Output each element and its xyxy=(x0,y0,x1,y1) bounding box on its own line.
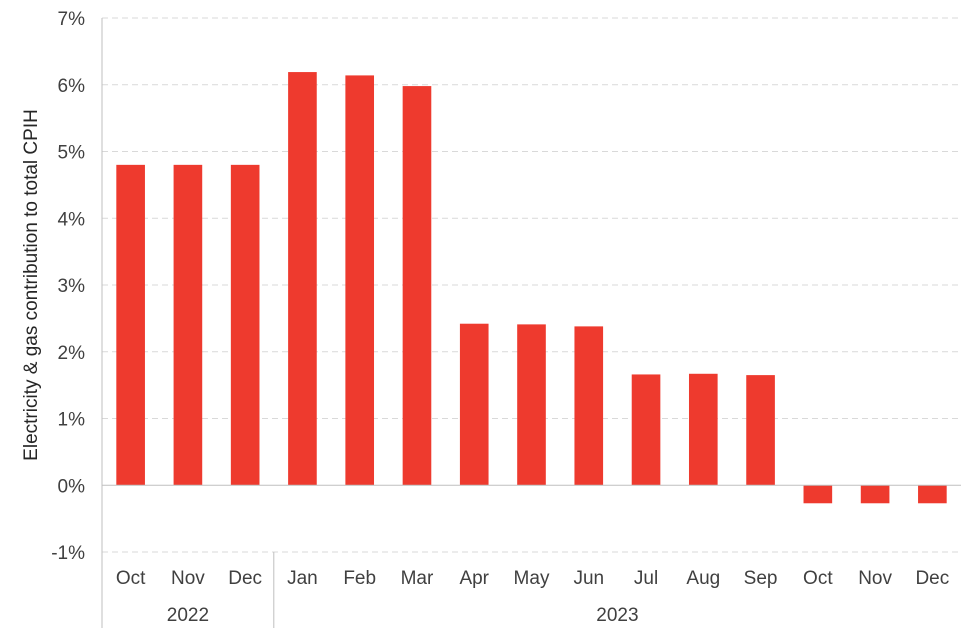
x-tick-label: Nov xyxy=(858,568,892,589)
x-tick-label: Mar xyxy=(401,568,434,589)
y-tick-label: 1% xyxy=(58,410,86,431)
y-tick-label: 4% xyxy=(58,209,86,230)
y-axis-title: Electricity & gas contribution to total … xyxy=(21,109,42,461)
bar xyxy=(288,72,317,486)
bar xyxy=(459,323,489,486)
x-tick-label: Jul xyxy=(634,568,658,589)
bar xyxy=(918,485,947,504)
x-tick-label: Dec xyxy=(228,568,262,589)
x-tick-label: Aug xyxy=(686,568,720,589)
bar xyxy=(402,86,432,486)
bar xyxy=(230,164,260,486)
y-tick-label: 6% xyxy=(58,76,86,97)
bar xyxy=(173,164,203,486)
bar xyxy=(345,75,375,486)
axes xyxy=(101,18,961,628)
labels: -1% 0% 1% 2% 3% 4% 5% 6% 7% Oct Nov Dec Jan Feb Mar Apr… xyxy=(51,9,949,626)
bar xyxy=(517,324,546,486)
bar xyxy=(860,485,890,504)
year-group-label: 2023 xyxy=(596,605,638,626)
y-tick-label: 2% xyxy=(58,343,86,364)
y-tick-label: 5% xyxy=(58,143,86,164)
y-tick-label: -1% xyxy=(51,543,85,564)
x-tick-label: Nov xyxy=(171,568,205,589)
year-group-label: 2022 xyxy=(167,605,209,626)
bar xyxy=(746,375,775,486)
x-tick-label: Oct xyxy=(803,568,833,589)
x-tick-label: Dec xyxy=(915,568,949,589)
x-tick-label: Sep xyxy=(744,568,778,589)
bar xyxy=(574,326,604,486)
x-tick-label: Jan xyxy=(287,568,318,589)
y-tick-label: 3% xyxy=(58,276,86,297)
bar xyxy=(803,485,833,504)
bar xyxy=(116,164,145,486)
bar xyxy=(631,374,661,486)
x-tick-label: Jun xyxy=(573,568,604,589)
y-tick-label: 7% xyxy=(58,9,86,30)
x-tick-label: Feb xyxy=(343,568,376,589)
bar xyxy=(688,373,718,486)
bars xyxy=(116,72,947,504)
x-tick-label: Oct xyxy=(116,568,146,589)
x-tick-label: Apr xyxy=(459,568,489,589)
y-tick-label: 0% xyxy=(58,476,86,497)
x-tick-label: May xyxy=(514,568,550,589)
